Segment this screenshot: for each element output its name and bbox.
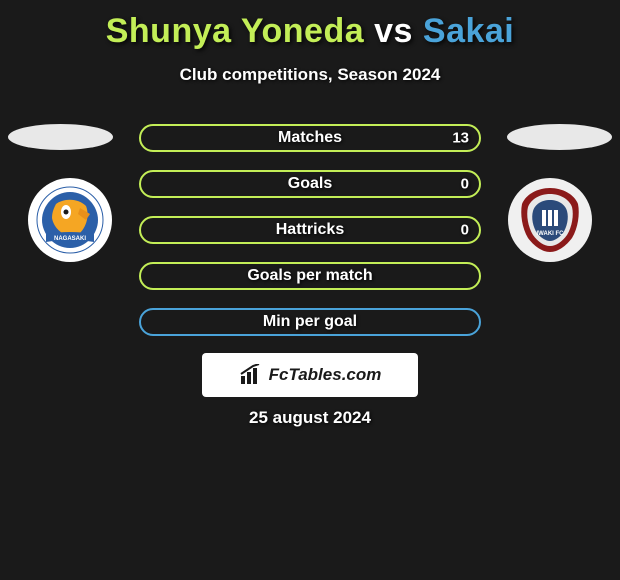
- snapshot-date: 25 august 2024: [0, 408, 620, 428]
- branding-badge[interactable]: FcTables.com: [202, 353, 418, 397]
- svg-text:NAGASAKI: NAGASAKI: [54, 236, 86, 242]
- stat-matches-right: 13: [452, 130, 469, 147]
- comparison-title: Shunya Yoneda vs Sakai: [0, 0, 620, 51]
- club-logo-iwaki: IWAKI FC: [508, 178, 592, 262]
- stat-row-hattricks: Hattricks 0: [139, 216, 481, 244]
- club-badge-right: IWAKI FC: [508, 178, 592, 262]
- stat-gpm-label: Goals per match: [247, 267, 372, 285]
- stat-hattricks-right: 0: [461, 222, 469, 239]
- club-badge-left: NAGASAKI: [28, 178, 112, 262]
- subtitle: Club competitions, Season 2024: [0, 65, 620, 85]
- stat-hattricks-label: Hattricks: [276, 221, 344, 239]
- stat-mpg-label: Min per goal: [263, 313, 357, 331]
- club-logo-vvaren: NAGASAKI: [28, 178, 112, 262]
- player1-name: Shunya Yoneda: [106, 12, 364, 50]
- stat-row-goals: Goals 0: [139, 170, 481, 198]
- vs-separator: vs: [374, 12, 413, 50]
- stat-row-matches: Matches 13: [139, 124, 481, 152]
- stat-matches-label: Matches: [278, 129, 342, 147]
- player2-name: Sakai: [423, 12, 514, 50]
- player2-photo-placeholder: [507, 124, 612, 150]
- svg-text:IWAKI FC: IWAKI FC: [537, 231, 565, 237]
- stat-goals-right: 0: [461, 176, 469, 193]
- stat-row-goals-per-match: Goals per match: [139, 262, 481, 290]
- stat-row-min-per-goal: Min per goal: [139, 308, 481, 336]
- chart-icon: [239, 364, 263, 386]
- player1-photo-placeholder: [8, 124, 113, 150]
- stat-goals-label: Goals: [288, 175, 332, 193]
- stats-table: Matches 13 Goals 0 Hattricks 0 Goals per…: [139, 124, 481, 354]
- branding-text: FcTables.com: [269, 365, 382, 385]
